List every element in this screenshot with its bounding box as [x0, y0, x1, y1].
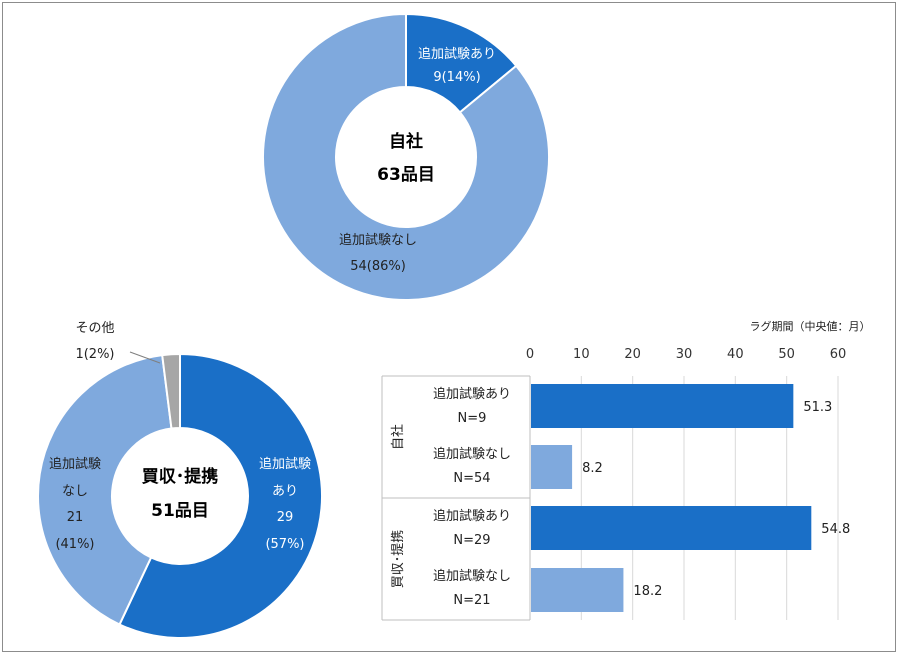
donut2-slice-value-without-trial: 21 [67, 510, 84, 525]
donut2-slice-label-with-trial: 追加試験 [259, 456, 311, 472]
donut2-slice-label2-with-trial: あり [272, 484, 298, 499]
donut2-slice-value-with-trial: 29 [277, 510, 294, 525]
donut2-slice-value-other: 1(2%) [75, 347, 114, 362]
bar-2 [531, 506, 812, 550]
bar-chart-axis-title: ラグ期間（中央値：月） [750, 319, 871, 333]
bar-category-label-own-without: 追加試験なし [433, 446, 511, 462]
donut2-slice-2 [161, 352, 181, 430]
donut2-slice-label-other: その他 [75, 321, 114, 336]
bar-value-label-1: 8.2 [582, 461, 603, 476]
bar-value-label-2: 54.8 [821, 522, 850, 537]
bar-0 [531, 384, 794, 428]
donut1-slice-value-with-trial: 9(14%) [433, 70, 480, 85]
donut1-slice-1 [262, 12, 550, 301]
bar-category-label-acq-with: 追加試験あり [433, 508, 511, 524]
bar-category-label-own-with: 追加試験あり [433, 386, 511, 402]
donut2-slice-label2-without-trial: なし [62, 484, 88, 499]
donut2-slice-value2-with-trial: (57%) [265, 537, 304, 552]
bar-category-n-acq-without: N=21 [453, 593, 490, 608]
tick-label-0: 0 [526, 347, 534, 362]
tick-label-30: 30 [676, 347, 693, 362]
bar-category-label-acq-without: 追加試験なし [433, 568, 511, 584]
donut2-leader-line-other [129, 351, 161, 364]
bar-category-n-acq-with: N=29 [453, 533, 490, 548]
tick-label-20: 20 [624, 347, 641, 362]
tick-label-40: 40 [727, 347, 744, 362]
donut-chart-acquired [37, 352, 323, 639]
bar-category-n-own-without: N=54 [453, 471, 490, 486]
tick-label-60: 60 [830, 347, 847, 362]
donut2-center-title: 買収･提携 [142, 466, 219, 487]
bar-category-n-own-with: N=9 [458, 411, 487, 426]
bar-1 [531, 445, 573, 489]
donut2-slice-label-without-trial: 追加試験 [49, 456, 101, 472]
donut1-center-subtitle: 63品目 [377, 165, 435, 185]
bar-group-label-own: 自社 [390, 424, 406, 450]
donut-chart-own [262, 12, 550, 301]
bar-chart-tick-labels: 0 10 20 30 40 50 60 [526, 347, 846, 362]
tick-label-10: 10 [573, 347, 590, 362]
donut1-center-title: 自社 [389, 131, 423, 152]
bar-group-label-acquired: 買収･提携 [390, 530, 406, 589]
donut2-center-subtitle: 51品目 [151, 501, 209, 521]
donut1-slice-label-without-trial: 追加試験なし [339, 232, 417, 248]
donut2-slice-0 [118, 352, 323, 639]
bar-3 [531, 568, 624, 612]
donut1-slice-label-with-trial: 追加試験あり [418, 46, 496, 62]
tick-label-50: 50 [778, 347, 795, 362]
donut2-slice-value2-without-trial: (41%) [55, 537, 94, 552]
donut2-slice-1 [37, 354, 173, 626]
bar-chart-bars: 51.3 8.2 54.8 18.2 [531, 384, 850, 612]
donut1-slice-value-without-trial: 54(86%) [350, 259, 406, 274]
bar-value-label-0: 51.3 [803, 400, 832, 415]
bar-value-label-3: 18.2 [633, 584, 662, 599]
